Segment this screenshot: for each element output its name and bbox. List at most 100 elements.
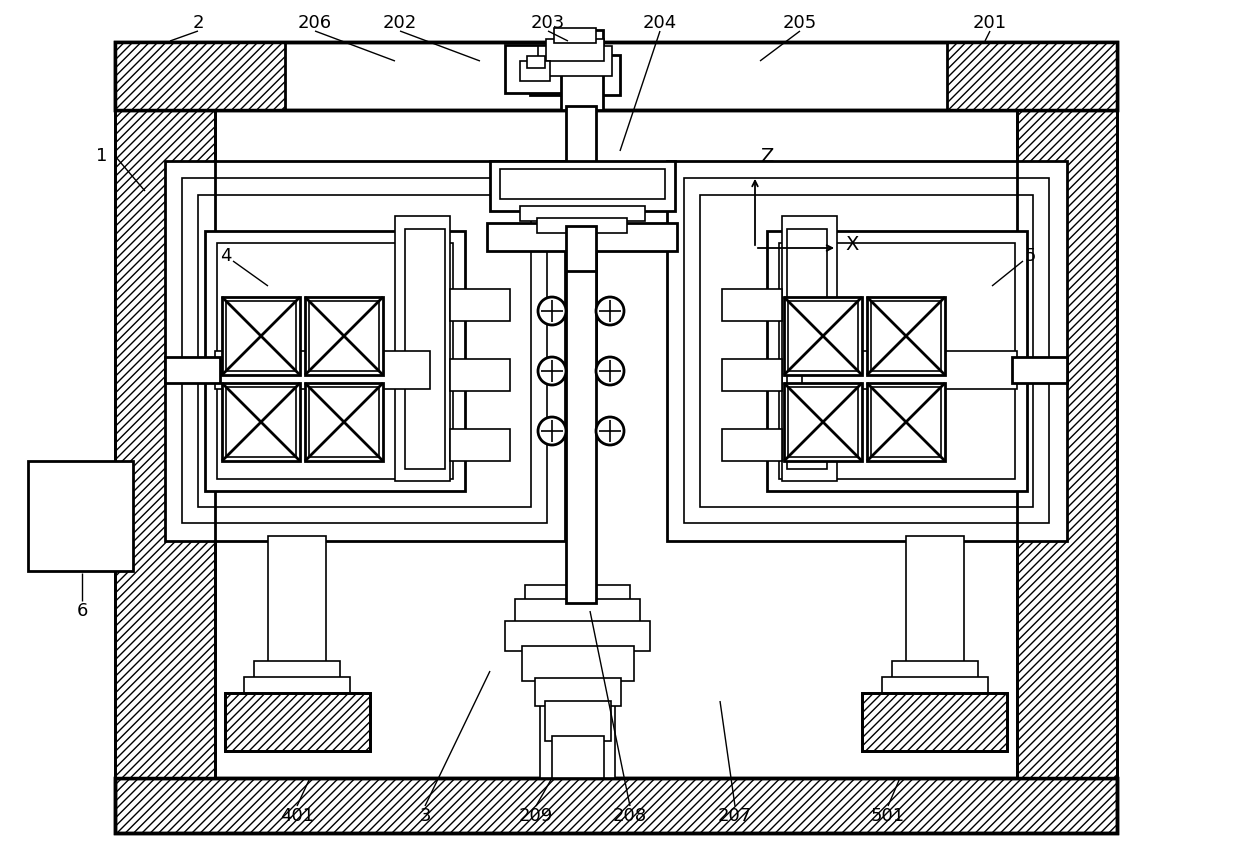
Bar (500, 169, 665, 199)
Bar (505, 45, 585, 93)
Circle shape (538, 297, 565, 325)
Bar (867, 297, 945, 375)
Bar (527, 56, 546, 68)
Bar (520, 206, 645, 221)
Bar (405, 229, 445, 469)
Bar (450, 429, 510, 461)
Circle shape (538, 357, 565, 385)
Bar (226, 301, 296, 371)
Bar (226, 387, 296, 457)
Bar (309, 301, 379, 371)
Bar (115, 778, 1117, 833)
Bar (862, 693, 1007, 751)
Bar (520, 61, 551, 81)
Bar (684, 178, 1049, 523)
Bar (802, 351, 1017, 389)
Bar (554, 28, 596, 43)
Bar (222, 383, 300, 461)
Bar (546, 39, 604, 61)
Text: 6: 6 (77, 602, 88, 620)
Bar (565, 253, 596, 603)
Bar (722, 289, 782, 321)
Text: 209: 209 (518, 807, 553, 825)
Bar (870, 301, 941, 371)
Text: 201: 201 (973, 14, 1007, 32)
Bar (546, 701, 611, 741)
Bar (1017, 110, 1117, 778)
Bar (222, 297, 300, 375)
Bar (784, 383, 862, 461)
Bar (254, 661, 340, 681)
Bar (215, 351, 430, 389)
Bar (396, 216, 450, 481)
Circle shape (596, 297, 624, 325)
Bar (565, 106, 596, 361)
Text: 3: 3 (419, 807, 430, 825)
Bar (768, 231, 1027, 491)
Bar (862, 693, 1007, 751)
Bar (309, 387, 379, 457)
Bar (244, 677, 350, 699)
Bar (892, 661, 978, 681)
Bar (539, 593, 615, 778)
Bar (490, 161, 675, 211)
Bar (115, 110, 215, 778)
Bar (784, 297, 862, 375)
Bar (505, 621, 650, 651)
Text: 206: 206 (298, 14, 332, 32)
Bar (522, 646, 634, 681)
Text: 205: 205 (782, 14, 817, 32)
Bar (182, 178, 547, 523)
Text: 501: 501 (870, 807, 905, 825)
Bar (560, 30, 603, 110)
Text: 1: 1 (97, 147, 108, 165)
Bar (115, 42, 1117, 110)
Bar (487, 223, 677, 251)
Bar (722, 429, 782, 461)
Bar (947, 42, 1117, 110)
Bar (537, 218, 627, 233)
Bar (1012, 357, 1066, 383)
Text: Z: Z (760, 147, 774, 166)
Text: 203: 203 (531, 14, 565, 32)
Bar (165, 357, 219, 383)
Bar (224, 693, 370, 751)
Bar (305, 383, 383, 461)
Bar (867, 383, 945, 461)
Text: 5: 5 (1024, 247, 1035, 265)
Bar (882, 677, 988, 699)
Text: 207: 207 (718, 807, 753, 825)
Bar (115, 110, 215, 778)
Bar (534, 678, 621, 706)
Bar (115, 778, 1117, 833)
Bar (165, 161, 565, 541)
Bar (115, 42, 1117, 110)
Bar (906, 536, 963, 666)
Text: 208: 208 (613, 807, 647, 825)
Circle shape (596, 417, 624, 445)
Bar (198, 195, 531, 507)
Circle shape (596, 357, 624, 385)
Bar (305, 297, 383, 375)
Bar (782, 216, 837, 481)
Text: 401: 401 (280, 807, 314, 825)
Bar (787, 301, 858, 371)
Bar (722, 359, 782, 391)
Bar (779, 243, 1016, 479)
Bar (1017, 110, 1117, 778)
Text: X: X (844, 235, 858, 254)
Bar (515, 599, 640, 623)
Bar (525, 585, 630, 603)
Bar (552, 736, 604, 778)
Text: 202: 202 (383, 14, 417, 32)
Bar (787, 387, 858, 457)
Bar (701, 195, 1033, 507)
Bar (529, 55, 620, 95)
Text: 204: 204 (642, 14, 677, 32)
Bar (205, 231, 465, 491)
Bar (450, 359, 510, 391)
Bar (787, 229, 827, 469)
Bar (538, 46, 613, 76)
Bar (667, 161, 1066, 541)
Bar (217, 243, 453, 479)
